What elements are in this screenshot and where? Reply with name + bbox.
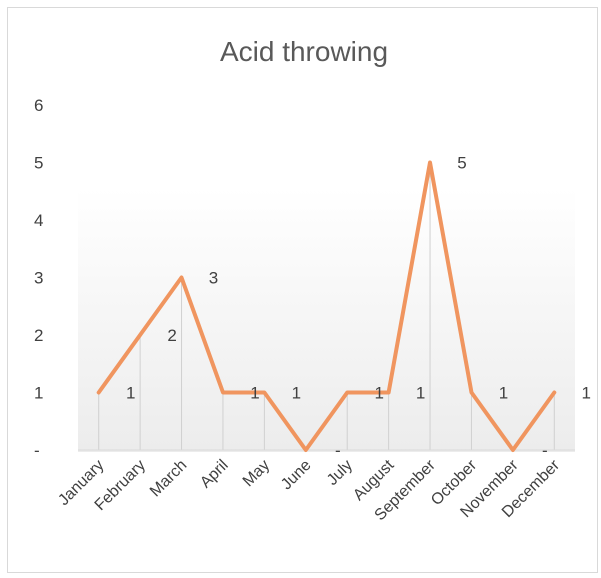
data-label: 2 [167, 326, 176, 345]
data-label: - [335, 441, 341, 460]
x-tick-label: June [278, 457, 315, 494]
data-label: 1 [292, 384, 301, 403]
data-label: 1 [416, 384, 425, 403]
data-label: 3 [209, 269, 218, 288]
y-tick-label: 1 [34, 384, 43, 403]
y-axis-tick-labels: - 1 2 3 4 5 6 [34, 96, 43, 460]
series-line [96, 160, 557, 452]
x-tick-label: March [147, 457, 190, 500]
y-tick-label: - [34, 441, 40, 460]
data-labels: 1 2 3 1 1 - 1 1 5 1 - 1 [126, 154, 591, 461]
data-label: - [542, 441, 548, 460]
x-tick-label: May [240, 457, 273, 490]
y-tick-label: 3 [34, 269, 43, 288]
y-tick-label: 5 [34, 154, 43, 173]
x-tick-label: April [197, 457, 232, 492]
drop-lines [98, 162, 555, 450]
data-label: 1 [250, 384, 259, 403]
chart-title: Acid throwing [220, 36, 388, 67]
x-tick-label: July [324, 457, 356, 489]
data-label: 1 [582, 384, 591, 403]
y-tick-label: 2 [34, 326, 43, 345]
plot-background [78, 188, 575, 452]
data-label: 5 [457, 154, 466, 173]
data-label: 1 [374, 384, 383, 403]
data-label: 1 [499, 384, 508, 403]
y-tick-label: 6 [34, 96, 43, 115]
data-label: 1 [126, 384, 135, 403]
y-tick-label: 4 [34, 211, 43, 230]
